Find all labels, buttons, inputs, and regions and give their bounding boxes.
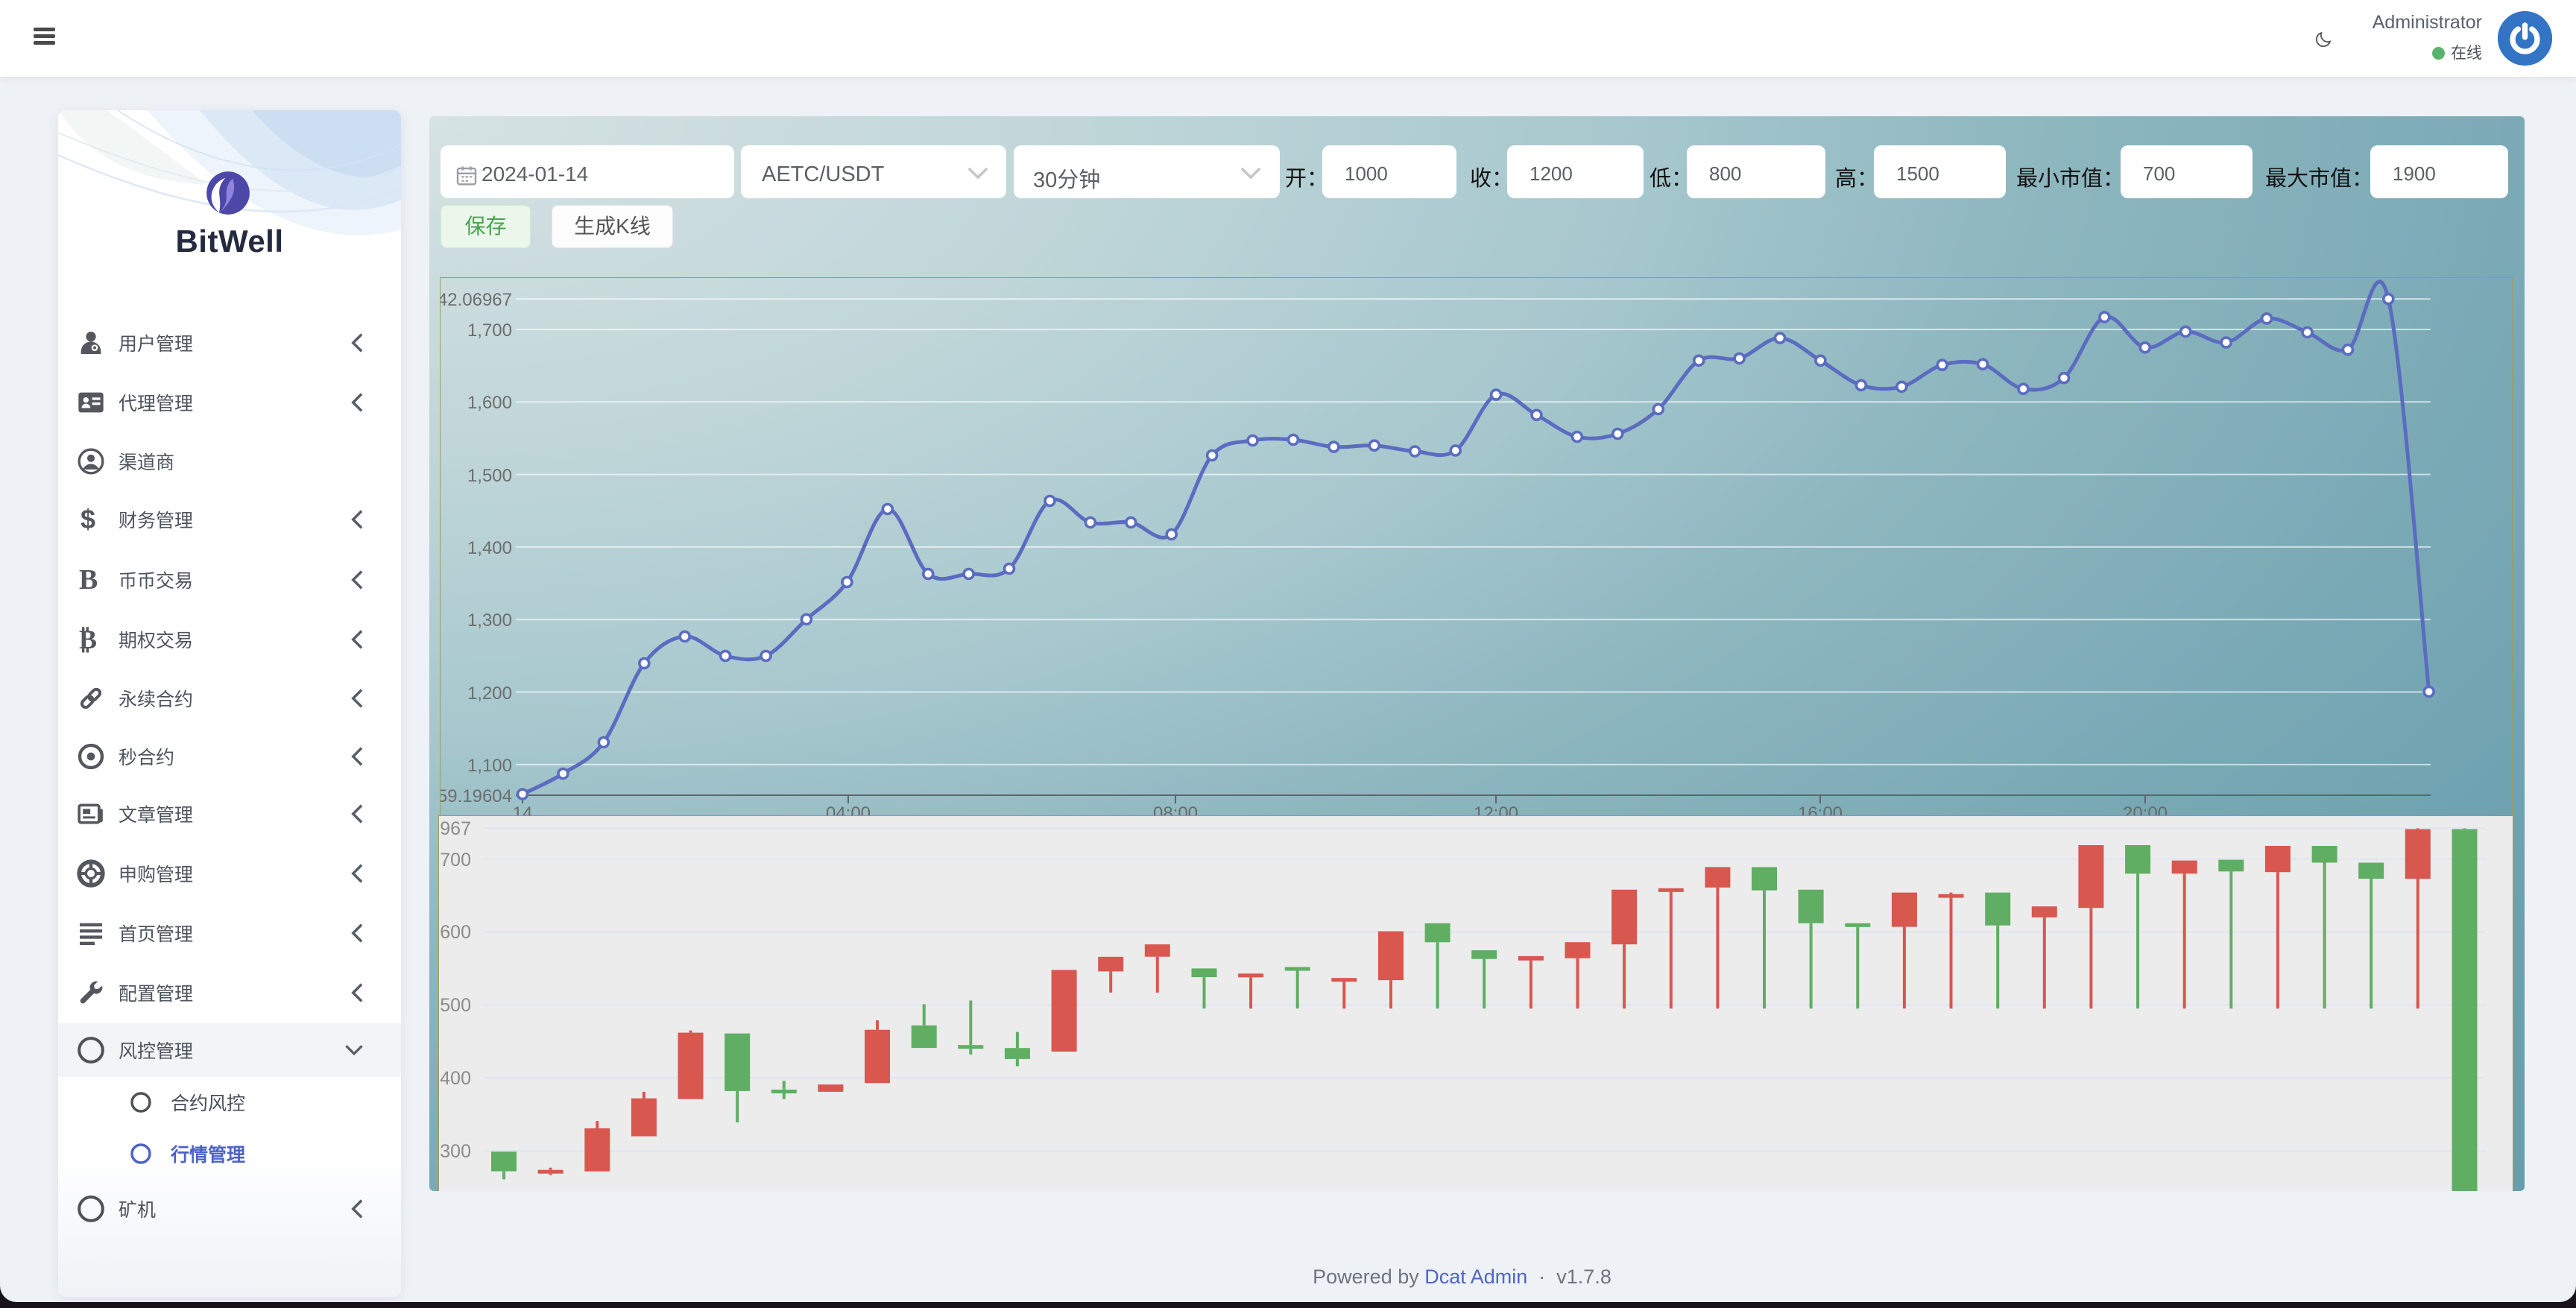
svg-text:1,700: 1,700 bbox=[467, 320, 512, 341]
svg-text:1,059.19604: 1,059.19604 bbox=[441, 786, 512, 806]
svg-text:1,400: 1,400 bbox=[467, 538, 512, 558]
svg-text:1,300: 1,300 bbox=[467, 610, 512, 631]
svg-text:14: 14 bbox=[513, 803, 533, 818]
svg-text:20:00: 20:00 bbox=[2123, 803, 2168, 818]
svg-text:500: 500 bbox=[440, 995, 471, 1016]
svg-text:1,742.06967: 1,742.06967 bbox=[441, 290, 512, 310]
svg-text:967: 967 bbox=[440, 818, 471, 839]
svg-text:700: 700 bbox=[440, 850, 471, 871]
svg-text:600: 600 bbox=[440, 922, 471, 943]
svg-text:04:00: 04:00 bbox=[826, 803, 871, 818]
svg-text:1,100: 1,100 bbox=[467, 756, 512, 776]
svg-text:12:00: 12:00 bbox=[1474, 803, 1518, 818]
svg-text:1,500: 1,500 bbox=[467, 466, 512, 486]
svg-text:1,200: 1,200 bbox=[467, 683, 512, 704]
svg-text:1,600: 1,600 bbox=[467, 393, 512, 413]
svg-text:300: 300 bbox=[440, 1141, 471, 1162]
svg-text:08:00: 08:00 bbox=[1153, 803, 1198, 818]
svg-text:400: 400 bbox=[440, 1068, 471, 1089]
svg-text:16:00: 16:00 bbox=[1798, 803, 1843, 818]
